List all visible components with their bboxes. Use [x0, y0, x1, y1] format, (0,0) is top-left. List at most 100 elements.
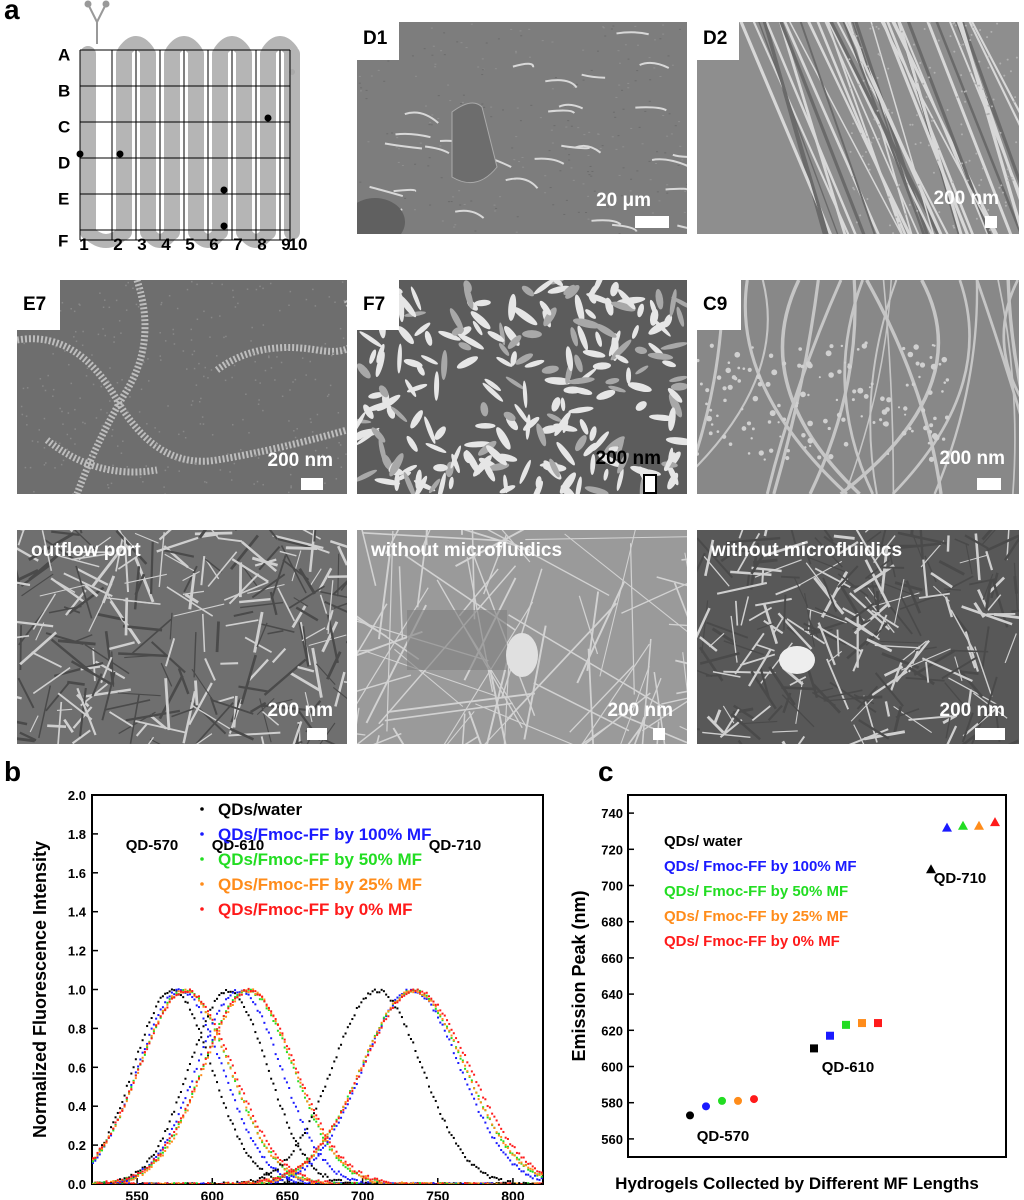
spectrum-point	[497, 1134, 500, 1137]
spectrum-point	[498, 1185, 500, 1187]
texture-speck	[440, 50, 443, 52]
spectrum-point	[243, 989, 246, 992]
texture-speck	[925, 96, 928, 99]
aggregate-particle	[825, 350, 832, 357]
texture-speck	[365, 89, 368, 91]
texture-speck	[60, 463, 63, 466]
spectrum-point	[99, 1185, 101, 1187]
spectrum-point	[157, 1000, 160, 1003]
spectrum-point	[256, 1165, 259, 1168]
spectrum-point	[529, 1185, 531, 1187]
spectrum-point	[301, 1083, 304, 1086]
texture-speck	[961, 133, 963, 136]
texture-speck	[413, 209, 416, 211]
spectrum-point	[107, 1135, 110, 1138]
texture-speck	[470, 23, 473, 25]
spectrum-point	[538, 1173, 541, 1176]
spectrum-point	[252, 988, 255, 991]
fiber-strand	[288, 585, 325, 609]
spectrum-point	[119, 1115, 122, 1118]
texture-speck	[679, 145, 682, 147]
fiber-strand	[965, 543, 973, 575]
fiber-strand	[895, 639, 930, 683]
fiber-strand	[814, 607, 844, 621]
texture-speck	[337, 412, 340, 414]
y-tick-label: 1.0	[68, 983, 86, 998]
spectrum-point	[380, 1025, 383, 1028]
spectrum-point	[408, 1185, 410, 1187]
spectrum-point	[351, 1018, 354, 1021]
texture-speck	[193, 350, 196, 352]
spectrum-point	[450, 1037, 453, 1040]
spectrum-point	[103, 1181, 106, 1184]
texture-speck	[604, 35, 607, 37]
texture-speck	[391, 132, 394, 134]
texture-speck	[917, 183, 920, 186]
texture-speck	[649, 79, 652, 81]
spectrum-point	[96, 1154, 99, 1157]
texture-speck	[617, 135, 620, 137]
texture-speck	[215, 355, 218, 357]
fiber-strand	[569, 665, 634, 733]
spectrum-point	[308, 1136, 311, 1139]
spectrum-point	[489, 1185, 491, 1187]
spectrum-point	[399, 1185, 401, 1187]
spectrum-point	[247, 1154, 250, 1157]
network-strand	[17, 335, 347, 465]
spectrum-point	[200, 1000, 203, 1003]
texture-speck	[615, 96, 618, 98]
spectrum-point	[186, 1182, 189, 1184]
fiber-strand	[985, 550, 994, 571]
channel-segment	[164, 46, 180, 240]
y-tick-label: 700	[601, 879, 623, 894]
texture-speck	[105, 468, 108, 470]
spectrum-point	[482, 1183, 485, 1184]
spectrum-point	[443, 1183, 446, 1184]
spectrum-point	[166, 1182, 169, 1184]
spectrum-point	[536, 1174, 539, 1177]
spectrum-point	[231, 1004, 234, 1007]
spectrum-point	[290, 1182, 293, 1184]
crystal-flake	[441, 350, 448, 380]
y-tick-label: 0.4	[68, 1099, 87, 1114]
fiber-strand	[217, 537, 243, 543]
fiber-strand	[772, 280, 820, 494]
texture-speck	[582, 79, 585, 81]
spectrum-point	[497, 1123, 500, 1126]
texture-speck	[866, 136, 869, 139]
spectrum-point	[430, 997, 433, 1000]
aggregate-particle	[807, 362, 813, 369]
fiber-strand	[134, 556, 155, 603]
fiber-bundle	[971, 22, 1019, 114]
spectrum-point	[487, 1185, 489, 1187]
spectrum-point	[389, 999, 392, 1002]
row-label: A	[58, 45, 70, 64]
spectrum-point	[509, 1159, 512, 1162]
fiber-strand	[455, 530, 525, 567]
spectrum-point	[265, 1179, 268, 1182]
spectrum-point	[347, 1185, 349, 1187]
spectrum-point	[369, 1048, 372, 1051]
fiber-strand	[581, 725, 609, 744]
texture-speck	[615, 148, 618, 150]
spectrum-point	[249, 990, 252, 993]
spectrum-point	[168, 1000, 171, 1003]
texture-speck	[909, 123, 912, 126]
channel-segment	[284, 46, 300, 240]
x-tick-label: 550	[125, 1188, 149, 1200]
texture-speck	[289, 389, 291, 391]
fiber-strand	[966, 646, 977, 669]
spectrum-point	[263, 1181, 266, 1184]
spectrum-point	[441, 1117, 444, 1120]
fiber-strand	[682, 652, 687, 694]
fiber-strand	[1007, 739, 1019, 744]
spectrum-point	[218, 1183, 221, 1184]
spectrum-point	[430, 1003, 433, 1006]
texture-speck	[434, 63, 437, 65]
spectrum-point	[346, 1103, 349, 1106]
spectrum-point	[364, 1181, 367, 1184]
fiber-strand	[748, 606, 773, 622]
spectrum-point	[231, 1093, 234, 1096]
texture-speck	[168, 294, 171, 297]
texture-speck	[184, 436, 187, 439]
